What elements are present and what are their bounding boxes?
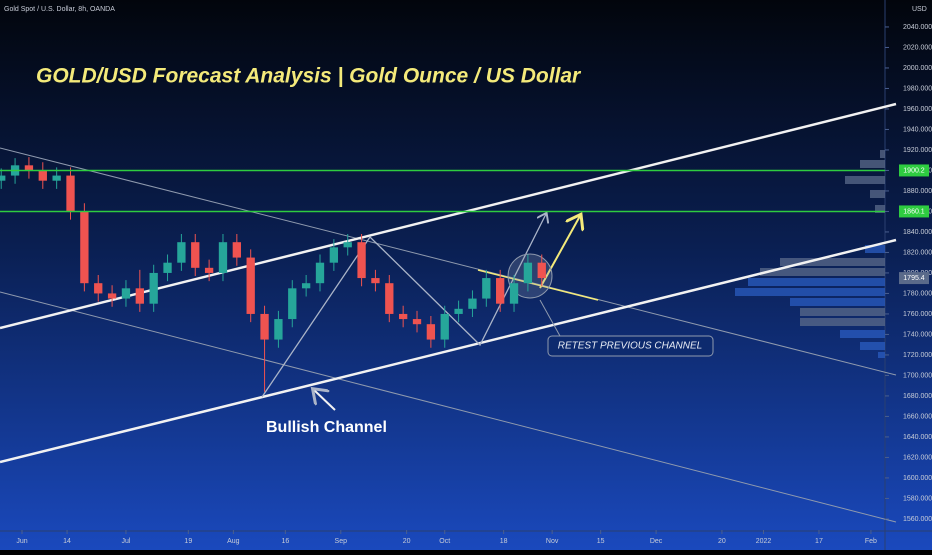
y-tick-label: 2020.000 — [903, 44, 932, 51]
chart-title: GOLD/USD Forecast Analysis | Gold Ounce … — [36, 65, 582, 88]
candle-body — [523, 262, 533, 284]
candle-body — [496, 278, 505, 304]
annotation: RETEST PREVIOUS CHANNEL — [558, 341, 702, 352]
candle-body — [80, 211, 89, 284]
annotation: Bullish Channel — [266, 419, 387, 436]
y-tick-label: 1720.000 — [903, 352, 932, 359]
price-label: 1795.4 — [903, 275, 925, 282]
y-tick-label: 2000.000 — [903, 65, 932, 72]
candle-body — [537, 262, 546, 279]
x-tick-label: 18 — [500, 538, 508, 545]
candle-body — [246, 257, 255, 314]
symbol-header: Gold Spot / U.S. Dollar, 8h, OANDA — [4, 6, 115, 13]
candle-body — [274, 319, 283, 340]
candle-body — [482, 278, 491, 299]
candle-body — [357, 242, 366, 279]
candle-body — [107, 293, 117, 299]
candle-body — [135, 288, 144, 304]
candle-body — [177, 242, 186, 263]
x-tick-label: 20 — [718, 538, 726, 545]
x-tick-label: Sep — [335, 538, 348, 545]
y-tick-label: 1780.000 — [903, 290, 932, 297]
x-tick-label: 15 — [597, 538, 605, 545]
candle-body — [191, 242, 200, 268]
candle-body — [440, 313, 449, 340]
y-tick-label: 1580.000 — [903, 495, 932, 502]
candle-body — [52, 175, 61, 181]
price-label-box — [899, 205, 929, 218]
x-tick-label: 19 — [184, 538, 192, 545]
y-tick-label: 1640.000 — [903, 434, 932, 441]
y-tick-label: 1680.000 — [903, 393, 932, 400]
volume-profile — [735, 150, 885, 358]
candle-body — [94, 283, 103, 294]
y-tick-label: 1600.000 — [903, 475, 932, 482]
x-tick-label: Oct — [439, 538, 450, 545]
candle-body — [232, 242, 241, 258]
y-tick-label: 2040.000 — [903, 24, 932, 31]
candle-body — [412, 319, 422, 325]
y-tick-label: 1760.000 — [903, 311, 932, 318]
candle-body — [329, 247, 339, 263]
candle-body — [301, 283, 311, 289]
plot — [0, 157, 546, 392]
y-tick-label: 1820.000 — [903, 249, 932, 256]
y-tick-label: 1960.000 — [903, 106, 932, 113]
x-tick-label: Jun — [16, 538, 27, 545]
x-tick-label: Aug — [227, 538, 240, 545]
y-tick-label: 1620.000 — [903, 454, 932, 461]
candle-body — [260, 313, 269, 340]
candle-body — [509, 283, 519, 304]
y-tick-label: 1920.000 — [903, 147, 932, 154]
candle-body — [371, 278, 380, 284]
candle-body — [218, 242, 228, 273]
x-tick-label: 16 — [281, 538, 289, 545]
currency: USD — [912, 6, 927, 13]
y-tick-label: 1840.000 — [903, 229, 932, 236]
x-tick-label: Dec — [650, 538, 663, 545]
x-tick-label: 14 — [63, 538, 71, 545]
price-label: 1900.2 — [903, 167, 925, 174]
x-tick-label: 17 — [815, 538, 823, 545]
y-tick-label: 1660.000 — [903, 413, 932, 420]
candle-body — [149, 272, 158, 304]
price-label-box — [899, 164, 929, 177]
candle-body — [385, 283, 394, 314]
y-tick-label: 1980.000 — [903, 85, 932, 92]
x-tick-label: Jul — [121, 538, 130, 545]
candle-body — [163, 262, 172, 273]
x-tick-label: 2022 — [756, 538, 772, 545]
candle-body — [468, 298, 477, 309]
y-tick-label: 1740.000 — [903, 331, 932, 338]
candle-body — [66, 175, 75, 212]
candle-body — [454, 308, 463, 314]
y-tick-label: 1880.000 — [903, 188, 932, 195]
candle-body — [426, 324, 436, 340]
candle-body — [0, 175, 6, 181]
price-label: 1860.1 — [903, 208, 925, 215]
candle-body — [204, 267, 214, 273]
y-tick-label: 1940.000 — [903, 126, 932, 133]
x-tick-label: Nov — [546, 538, 559, 545]
y-tick-label: 1700.000 — [903, 372, 932, 379]
price-label-box — [899, 272, 929, 285]
candle-body — [343, 242, 352, 248]
candle-body — [24, 165, 34, 171]
x-tick-label: 20 — [403, 538, 411, 545]
candle-body — [315, 262, 325, 284]
x-tick-label: Feb — [865, 538, 877, 545]
y-tick-label: 1560.000 — [903, 516, 932, 523]
candle-body — [121, 288, 131, 299]
candle-body — [38, 170, 47, 181]
candle-body — [398, 313, 408, 320]
candle-body — [288, 288, 297, 320]
